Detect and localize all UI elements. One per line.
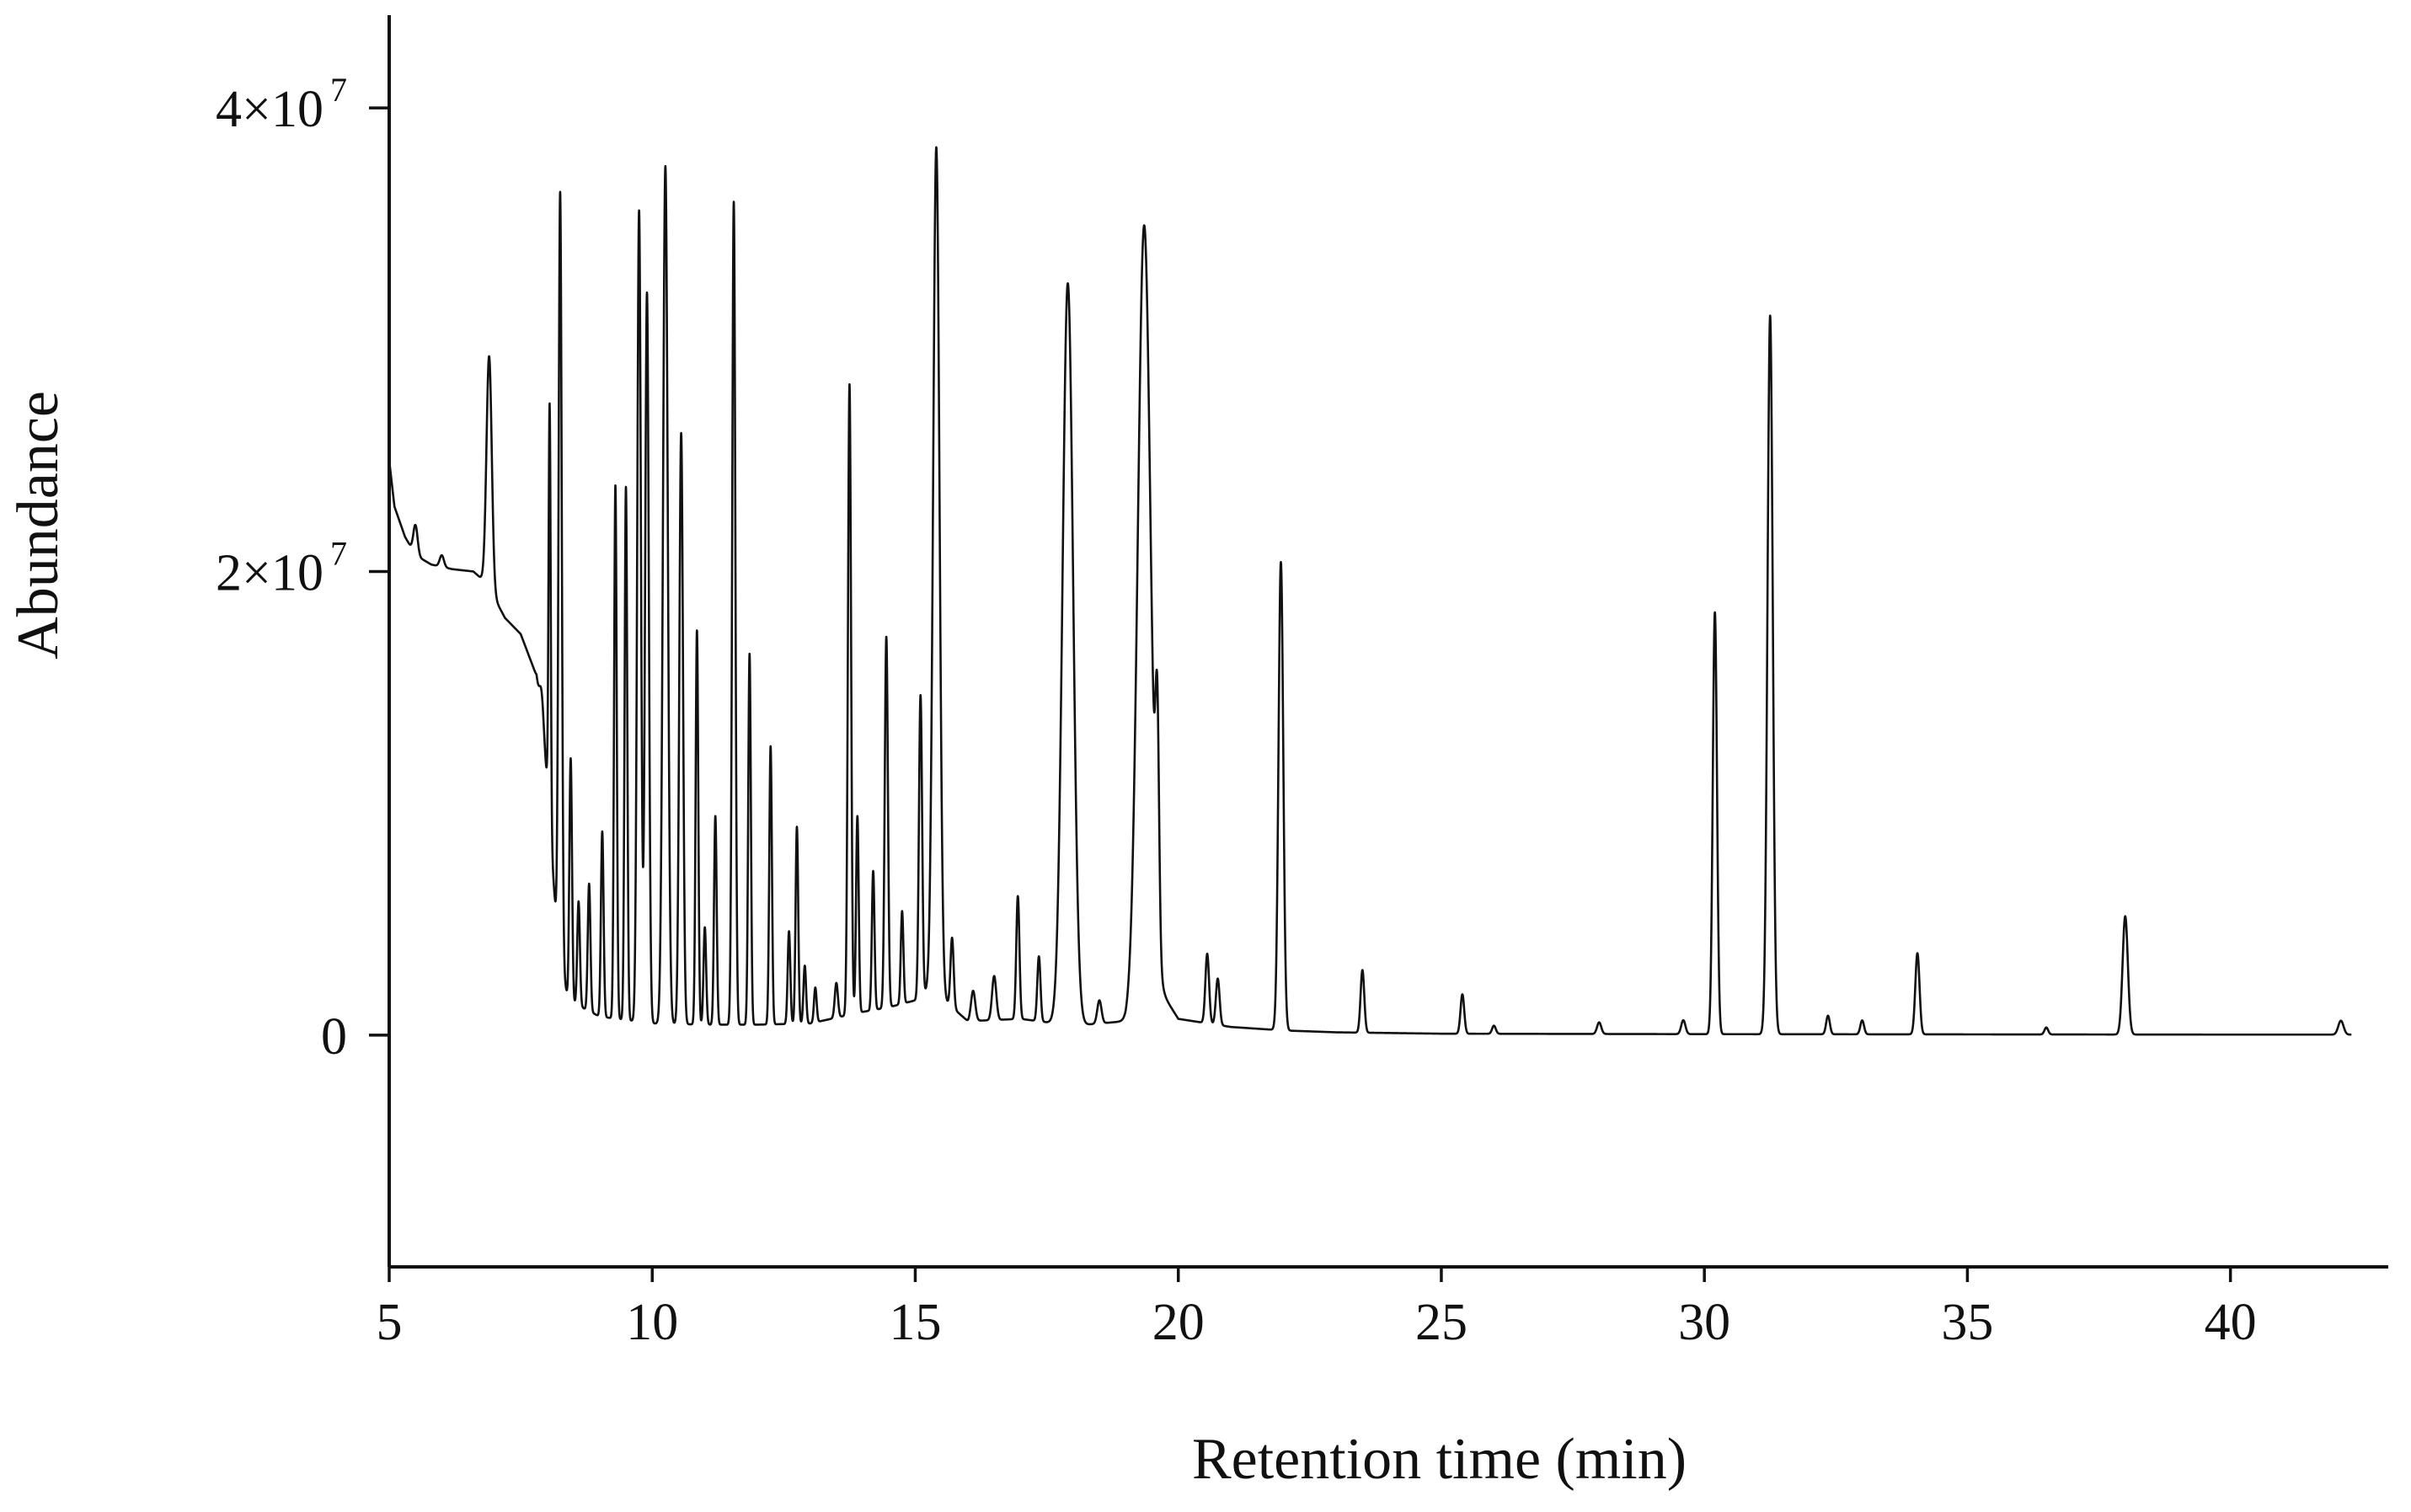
x-tick-label: 25 xyxy=(1415,1294,1467,1351)
x-tick-label: 35 xyxy=(1941,1294,1993,1351)
axis-titles: Retention time (min) Abundance xyxy=(6,391,1687,1492)
y-axis-title: Abundance xyxy=(6,391,71,660)
y-tick-label: 4×10 7 xyxy=(216,71,347,138)
axes xyxy=(388,15,2388,1269)
x-tick-label: 40 xyxy=(2205,1294,2257,1351)
ticks: 5 10 15 20 25 30 35 40 0 2×10 7 4×10 7 xyxy=(216,71,2257,1351)
x-tick-label: 10 xyxy=(626,1294,678,1351)
x-tick-label: 20 xyxy=(1152,1294,1205,1351)
chromatogram-trace xyxy=(388,146,2353,1036)
series-group xyxy=(388,146,2353,1036)
x-axis-title: Retention time (min) xyxy=(1192,1427,1687,1492)
y-tick-label: 0 xyxy=(321,1008,347,1066)
x-tick-label: 15 xyxy=(889,1294,941,1351)
y-tick-label: 2×10 7 xyxy=(216,534,347,601)
x-tick-label: 30 xyxy=(1678,1294,1730,1351)
x-tick-label: 5 xyxy=(377,1294,403,1351)
